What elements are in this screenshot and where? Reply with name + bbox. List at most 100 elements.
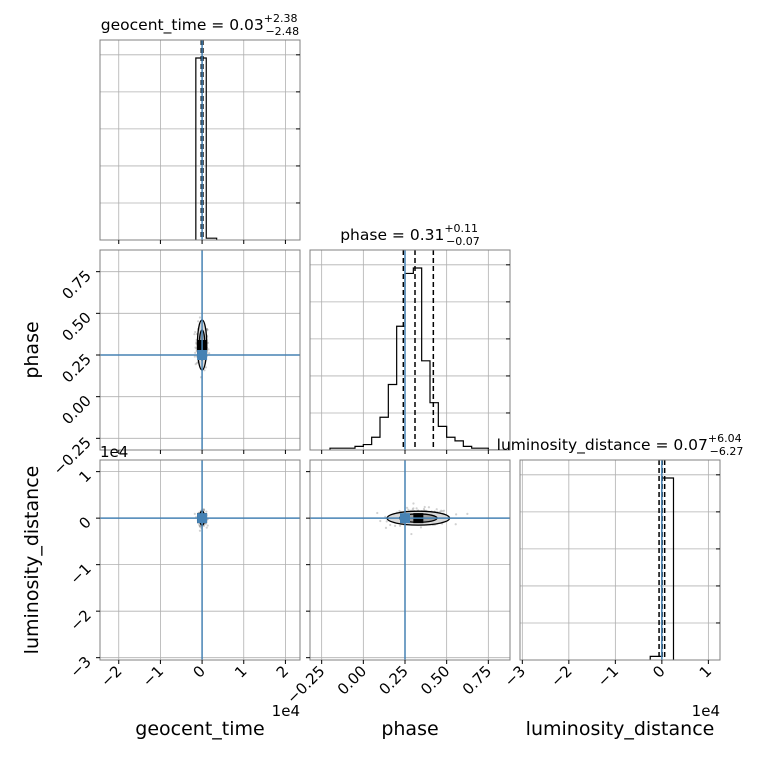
x-offset-label-luminosity-distance: 1e4 [692, 702, 720, 720]
x-axis-label-geocent_time: geocent_time [135, 718, 264, 740]
scatter-point [407, 508, 410, 511]
scatter-point [398, 524, 402, 527]
scatter-point [194, 330, 197, 334]
title-minus: −6.27 [710, 445, 744, 458]
scatter-point [193, 512, 196, 515]
scatter-point [206, 328, 209, 331]
scatter-point [441, 510, 444, 513]
scatter-point [385, 520, 388, 523]
y-tick-label: 0.75 [58, 267, 94, 303]
scatter-point [405, 506, 409, 509]
scatter-point [207, 348, 210, 351]
scatter-point [205, 526, 208, 529]
scatter-point [423, 505, 426, 509]
y-tick-label: −1 [66, 560, 94, 588]
scatter-point [198, 525, 202, 528]
y-tick-label: 0 [75, 513, 94, 532]
scatter-point [197, 320, 200, 323]
scatter-point [206, 341, 210, 345]
scatter-point [393, 524, 397, 527]
y-tick-label: 0.25 [58, 350, 94, 386]
x-tick-label: −1 [139, 662, 167, 690]
scatter-point [454, 523, 457, 526]
scatter-point [411, 508, 414, 511]
x-tick-label: 0.25 [375, 662, 411, 698]
x-tick-label: −1 [594, 662, 622, 690]
scatter-point [376, 511, 379, 515]
scatter-point [195, 361, 198, 365]
scatter-point [205, 510, 208, 513]
scatter-point [204, 523, 207, 526]
scatter-point [415, 507, 418, 510]
scatter-point [427, 506, 431, 509]
title-plus: +6.04 [708, 432, 742, 445]
scatter-point [442, 509, 446, 512]
y-offset-label: 1e4 [100, 443, 128, 461]
title-value: 0.31 [410, 226, 445, 244]
scatter-point [204, 366, 208, 369]
x-tick-label: 0.50 [417, 662, 453, 698]
scatter-point [438, 510, 442, 513]
scatter-point [206, 524, 209, 527]
x-tick-label: 1 [696, 662, 715, 681]
panel-frame [99, 459, 301, 661]
scatter-point [203, 369, 206, 372]
panel-frame [99, 249, 301, 451]
panel-frame [309, 249, 511, 451]
panel-luminosity_distance-vs-phase [306, 459, 511, 664]
title-phase: phase = 0.31+0.11 −0.07 [340, 222, 480, 248]
title-minus: −0.07 [446, 235, 480, 248]
y-axis-label-luminosity_distance: luminosity_distance [21, 466, 43, 655]
scatter-point [466, 512, 469, 515]
title-text: geocent_time = [101, 16, 229, 35]
y-tick-label: −2 [66, 606, 94, 634]
truth-marker [197, 513, 208, 524]
scatter-point [422, 507, 426, 511]
y-tick-label: 0.00 [58, 392, 94, 428]
x-tick-label: 1 [231, 662, 250, 681]
scatter-point [198, 524, 202, 528]
title-minus: −2.48 [265, 25, 299, 38]
y-tick-label: 1 [75, 467, 94, 486]
scatter-point [412, 507, 415, 510]
x-offset-label-geocent-time: 1e4 [272, 702, 300, 720]
panel-phase-vs-phase [309, 249, 511, 454]
panel-frame [309, 459, 511, 661]
scatter-point [206, 328, 209, 331]
scatter-point [384, 526, 388, 529]
scatter-point [198, 316, 202, 319]
x-tick-label: −2 [97, 662, 125, 690]
title-text: phase = [340, 226, 410, 244]
truth-marker [400, 513, 410, 524]
x-tick-label: −2 [547, 662, 575, 690]
scatter-point [206, 328, 209, 332]
scatter-point [202, 508, 206, 512]
scatter-point [202, 508, 206, 511]
scatter-point [412, 502, 415, 505]
scatter-point [208, 352, 211, 355]
panel-geocent_time-vs-geocent_time [99, 39, 301, 244]
histogram-step-phase [329, 267, 505, 450]
scatter-point [455, 513, 458, 516]
histogram-step-geocent_time [195, 57, 218, 240]
scatter-point [194, 362, 197, 366]
title-plus: +2.38 [264, 12, 298, 25]
panel-luminosity_distance-vs-geocent_time [96, 459, 301, 664]
y-tick-label: −0.25 [50, 433, 95, 478]
y-axis-label-phase: phase [21, 321, 43, 378]
scatter-point [194, 351, 197, 354]
title-luminosity_distance: luminosity_distance = 0.07+6.04 −6.27 [497, 432, 744, 458]
scatter-point [193, 333, 196, 336]
scatter-point [440, 509, 443, 512]
x-axis-label-phase: phase [381, 718, 438, 740]
title-geocent_time: geocent_time = 0.03+2.38 −2.48 [101, 12, 299, 38]
x-tick-label: 0.00 [334, 662, 370, 698]
x-tick-label: 0 [649, 662, 668, 681]
x-tick-label: −0.25 [283, 662, 328, 707]
scatter-point [202, 508, 205, 511]
title-value: 0.03 [229, 16, 264, 34]
panel-phase-vs-geocent_time [96, 249, 301, 454]
panel-frame [519, 459, 721, 661]
x-tick-label: 0 [189, 662, 208, 681]
